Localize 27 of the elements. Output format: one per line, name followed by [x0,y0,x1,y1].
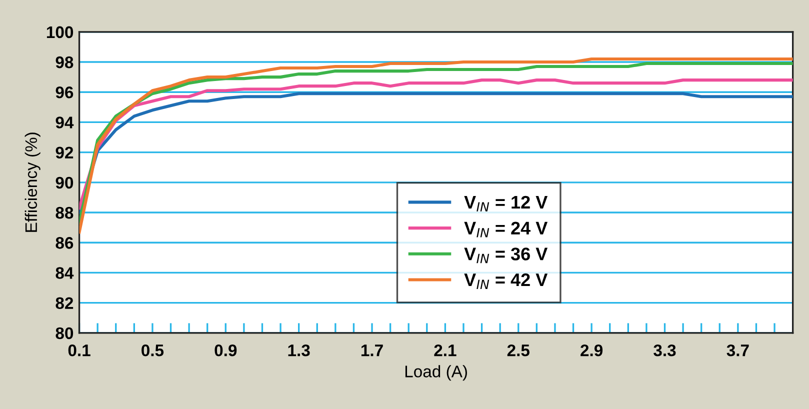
y-tick-label: 90 [56,176,74,189]
x-tick-label: 2.5 [507,344,530,356]
x-tick-label: 2.9 [580,344,603,356]
legend-label: V$_{IN}$ = 36 V [464,248,548,264]
y-tick-label: 96 [56,86,74,98]
x-tick-label: 1.7 [361,344,383,356]
legend-label: V$_{IN}$ = 24 V [464,222,548,238]
y-tick-label: 100 [46,26,74,38]
y-tick-label: 88 [56,206,74,219]
y-tick-label: 98 [56,56,74,68]
x-axis-title: Load (A) [405,365,467,381]
y-tick-label: 84 [56,267,74,279]
x-tick-label: 1.3 [288,344,310,356]
x-tick-label: 3.3 [654,344,676,356]
y-tick-label: 80 [56,327,74,340]
x-tick-label: 0.9 [214,344,237,356]
x-tick-label: 3.7 [726,344,749,356]
y-tick-label: 86 [56,237,74,249]
y-axis-title: Efficiency (%) [24,132,40,232]
x-tick-label: 2.1 [434,344,456,356]
y-tick-label: 94 [56,116,74,128]
y-tick-label: 92 [56,146,74,159]
legend-label: V$_{IN}$ = 12 V [464,196,548,212]
legend-label: V$_{IN}$ = 42 V [464,273,548,290]
y-tick-label: 82 [56,297,74,310]
x-tick-label: 0.1 [68,344,90,356]
x-tick-label: 0.5 [142,344,164,356]
